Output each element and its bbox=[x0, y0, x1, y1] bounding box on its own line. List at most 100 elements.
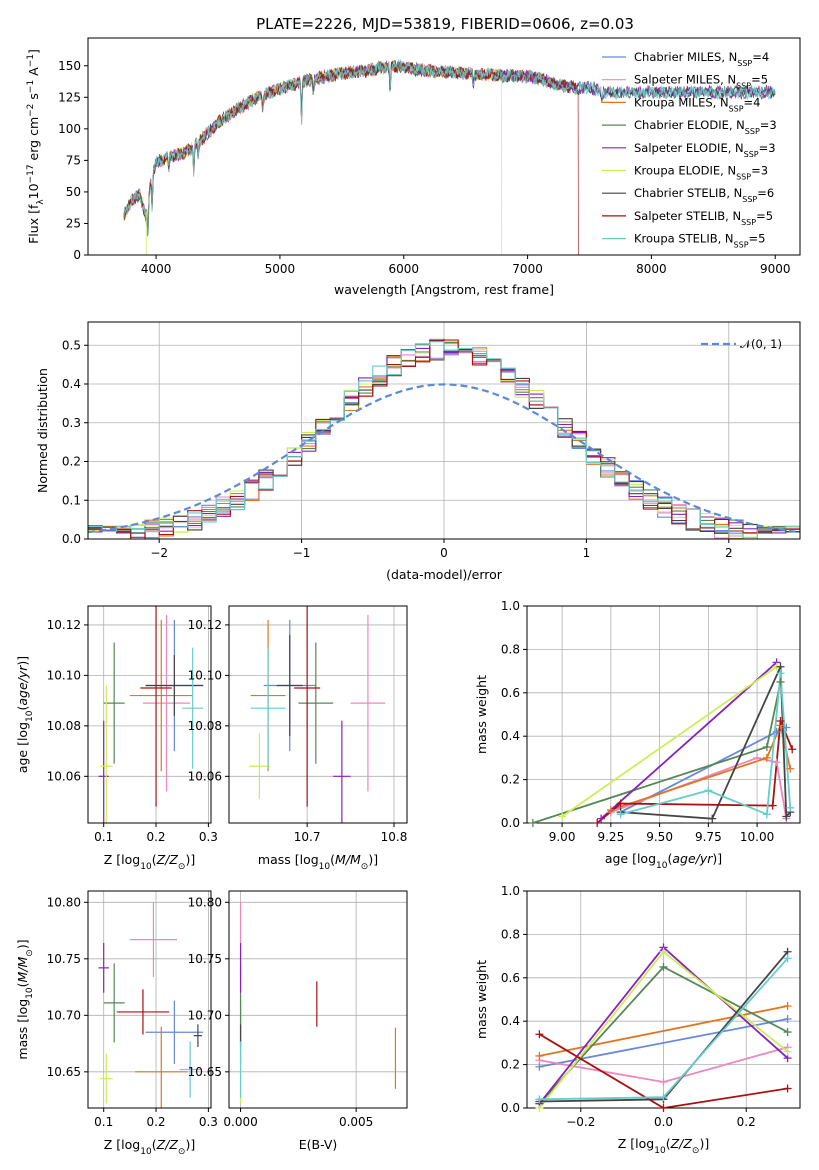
label-part: )] bbox=[712, 851, 722, 866]
label-part: 10 bbox=[26, 183, 41, 199]
legend-sub: SSP bbox=[737, 59, 752, 68]
label-part: )] bbox=[185, 852, 195, 867]
plot-area bbox=[239, 902, 397, 1104]
y-tick-label: 10.06 bbox=[47, 769, 81, 783]
legend-count: =4 bbox=[752, 50, 769, 64]
normal-curve bbox=[88, 383, 800, 534]
y-tick-label: 10.80 bbox=[47, 895, 81, 909]
weight-marker bbox=[535, 1051, 544, 1060]
legend-entry: Kroupa MILES, NSSP=4 bbox=[634, 95, 760, 113]
legend-name: Chabrier ELODIE, N bbox=[634, 118, 745, 132]
y-tick-label: 25 bbox=[66, 216, 81, 230]
label-part: −1 bbox=[26, 54, 36, 67]
axis-layer: 9.00 9.25 9.50 9.75 10.00 0.0 0.2 0.4 0.6 0.8 1.0 a… bbox=[474, 599, 801, 871]
y-tick-label: 50 bbox=[66, 185, 81, 199]
weight-marker bbox=[616, 799, 625, 808]
x-tick-label: 0.000 bbox=[223, 1115, 257, 1129]
x-axis-label: wavelength [Angstrom, rest frame] bbox=[334, 282, 554, 297]
y-tick-label: 0.1 bbox=[62, 493, 81, 507]
legend-sub: SSP bbox=[736, 172, 751, 181]
legend-count: =6 bbox=[757, 186, 774, 200]
weight-marker bbox=[788, 745, 797, 754]
y-tick-label: 0.2 bbox=[501, 1058, 520, 1072]
weight-marker bbox=[762, 753, 771, 762]
label-part: Z [log bbox=[104, 1137, 140, 1152]
label-part: ( bbox=[152, 1137, 157, 1152]
legend-entry: 𝒩(0, 1) bbox=[740, 337, 782, 351]
x-tick-label: 0.3 bbox=[199, 1115, 218, 1129]
label-part: Z/Z bbox=[670, 1136, 693, 1151]
x-tick-label: 8000 bbox=[636, 262, 667, 276]
axis-layer: 10.7 10.8 10.06 10.08 10.10 10.12 mass [log10(… bbox=[188, 605, 408, 872]
chart-panels: 4000 5000 6000 7000 8000 90000255075100125150… bbox=[15, 37, 801, 1157]
y-tick-label: 0.2 bbox=[62, 455, 81, 469]
weight-line bbox=[620, 666, 791, 820]
plot-area bbox=[98, 902, 204, 1108]
y-axis-label: mass weight bbox=[474, 675, 489, 754]
y-tick-label: 0.2 bbox=[501, 773, 520, 787]
x-tick-label: 9.25 bbox=[597, 830, 624, 844]
axes-frame bbox=[87, 890, 212, 1109]
legend-entry: Kroupa ELODIE, NSSP=3 bbox=[634, 164, 768, 182]
legend-name: Kroupa MILES, N bbox=[634, 95, 729, 109]
label-part: −2 bbox=[26, 104, 36, 117]
panel-residuals: −2 −1 0 1 2 0.0 0.1 0.2 0.3 0.4 0.5 𝒩(0, 1) (data-mo… bbox=[35, 321, 801, 582]
x-axis-label: E(B-V) bbox=[299, 1137, 338, 1152]
y-tick-label: 10.70 bbox=[47, 1008, 81, 1022]
x-tick-label: 0.2 bbox=[737, 1115, 756, 1129]
weight-marker bbox=[782, 812, 791, 821]
weight-marker bbox=[659, 1104, 668, 1112]
weight-marker bbox=[783, 954, 792, 963]
label-part: s bbox=[26, 93, 41, 104]
y-axis-label: Normed distribution bbox=[35, 368, 50, 493]
plot-area bbox=[532, 661, 794, 823]
label-part: Flux [f bbox=[26, 204, 41, 244]
label-part: )] bbox=[699, 1136, 709, 1151]
label-part: mass [log bbox=[258, 852, 319, 867]
weight-marker bbox=[528, 819, 537, 827]
y-tick-label: 0.4 bbox=[62, 377, 81, 391]
label-part: mass [log bbox=[15, 999, 30, 1060]
y-tick-label: 0.8 bbox=[501, 927, 520, 941]
legend-count: =3 bbox=[759, 141, 776, 155]
weight-line bbox=[561, 666, 778, 818]
label-part: erg cm bbox=[26, 117, 41, 165]
label-part: ( bbox=[330, 852, 335, 867]
y-axis-label: Flux [fλ10−17 erg cm−2 s−1 A−1] bbox=[26, 49, 46, 244]
x-tick-label: 0.0 bbox=[654, 1115, 673, 1129]
legend-entry: Kroupa STELIB, NSSP=5 bbox=[634, 232, 765, 250]
weight-marker bbox=[768, 801, 777, 810]
axes-frame bbox=[526, 605, 801, 824]
y-tick-label: 0.4 bbox=[501, 1014, 520, 1028]
legend-count: =3 bbox=[751, 164, 768, 178]
x-axis-label: mass [log10(M/M⊙)] bbox=[258, 852, 378, 872]
weight-marker bbox=[782, 723, 791, 732]
legend-sub: SSP bbox=[729, 104, 744, 113]
label-part: ⊙ bbox=[25, 949, 35, 957]
y-tick-label: 10.65 bbox=[47, 1065, 81, 1079]
y-axis-label: mass weight bbox=[474, 960, 489, 1039]
label-part: ⊙ bbox=[178, 1147, 186, 1157]
weight-marker bbox=[783, 1047, 792, 1056]
y-tick-label: 10.12 bbox=[188, 618, 222, 632]
x-axis-label: age [log10(age/yr)] bbox=[605, 851, 722, 871]
axis-layer: −0.2 0.0 0.2 0.0 0.2 0.4 0.6 0.8 1.0 Z [log10(Z/Z… bbox=[474, 884, 801, 1156]
legend-name: Chabrier MILES, N bbox=[634, 50, 737, 64]
legend-count: =5 bbox=[751, 73, 768, 87]
x-tick-label: −1 bbox=[293, 546, 311, 560]
legend-count: =5 bbox=[756, 209, 773, 223]
label-part: )] bbox=[368, 852, 378, 867]
label-part: 10 bbox=[25, 710, 35, 722]
weight-marker bbox=[535, 1095, 544, 1104]
x-axis-label: Z [log10(Z/Z⊙)] bbox=[618, 1136, 709, 1156]
label-part: Z [log bbox=[104, 852, 140, 867]
legend-sub: SSP bbox=[734, 240, 749, 249]
x-tick-label: 0.3 bbox=[199, 830, 218, 844]
label-part: A bbox=[26, 67, 41, 80]
x-tick-label: 0.2 bbox=[146, 1115, 165, 1129]
label-part: λ bbox=[36, 199, 46, 205]
label-part: age [log bbox=[605, 851, 656, 866]
